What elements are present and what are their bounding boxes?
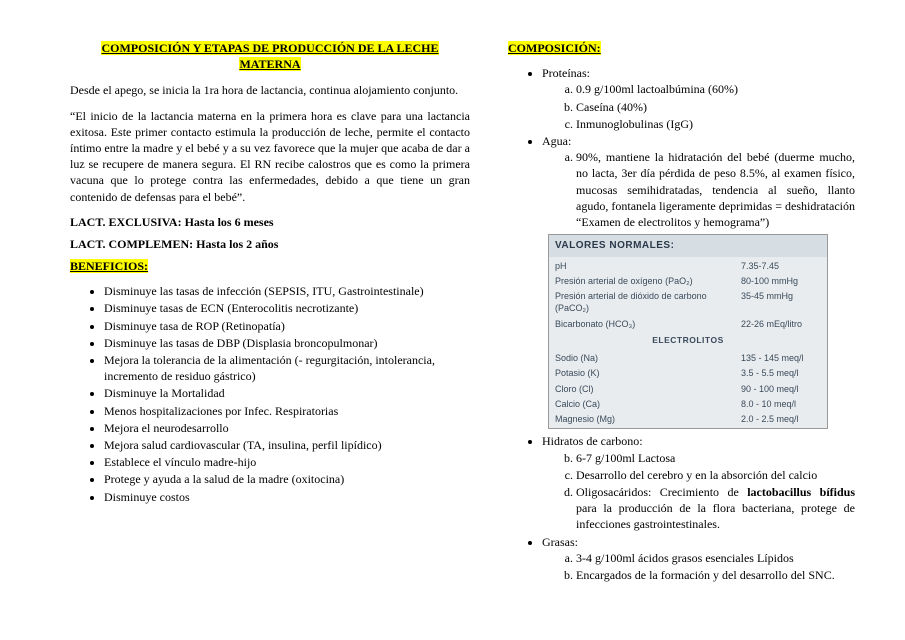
intro-paragraph-2: “El inicio de la lactancia materna en la… bbox=[70, 108, 470, 205]
composicion-list-2: Hidratos de carbono: 6-7 g/100ml Lactosa… bbox=[508, 433, 855, 583]
grasa-item: Encargados de la formación y del desarro… bbox=[576, 567, 855, 583]
agua-label: Agua: bbox=[542, 134, 571, 148]
intro-paragraph-1: Desde el apego, se inicia la 1ra hora de… bbox=[70, 82, 470, 98]
beneficio-item: Establece el vínculo madre-hijo bbox=[104, 454, 470, 470]
valores-value: 8.0 - 10 meq/l bbox=[741, 398, 821, 410]
hidratos-label: Hidratos de carbono: bbox=[542, 434, 643, 448]
valores-row: Potasio (K)3.5 - 5.5 meq/l bbox=[549, 366, 827, 381]
valores-value: 7.35-7.45 bbox=[741, 260, 821, 272]
valores-row: Calcio (Ca)8.0 - 10 meq/l bbox=[549, 396, 827, 411]
composicion-label: COMPOSICIÓN: bbox=[508, 41, 601, 55]
grasas-label: Grasas: bbox=[542, 535, 578, 549]
valores-rows-group-1: pH7.35-7.45Presión arterial de oxígeno (… bbox=[549, 257, 827, 334]
valores-row: Sodio (Na)135 - 145 meq/l bbox=[549, 351, 827, 366]
proteina-item: 0.9 g/100ml lactoalbúmina (60%) bbox=[576, 81, 855, 97]
left-column: COMPOSICIÓN Y ETAPAS DE PRODUCCIÓN DE LA… bbox=[70, 40, 470, 584]
beneficio-item: Disminuye las tasas de DBP (Displasia br… bbox=[104, 335, 470, 351]
main-title: COMPOSICIÓN Y ETAPAS DE PRODUCCIÓN DE LA… bbox=[101, 41, 438, 71]
valores-value: 90 - 100 meq/l bbox=[741, 383, 821, 395]
hidratos-list: 6-7 g/100ml LactosaDesarrollo del cerebr… bbox=[542, 450, 855, 533]
beneficio-item: Disminuye la Mortalidad bbox=[104, 385, 470, 401]
beneficio-item: Mejora la tolerancia de la alimentación … bbox=[104, 352, 470, 384]
beneficios-list: Disminuye las tasas de infección (SEPSIS… bbox=[70, 283, 470, 504]
valores-rows-group-2: Sodio (Na)135 - 145 meq/lPotasio (K)3.5 … bbox=[549, 349, 827, 429]
beneficio-item: Mejora el neurodesarrollo bbox=[104, 420, 470, 436]
valores-row: Bicarbonato (HCO₃)22-26 mEq/litro bbox=[549, 316, 827, 331]
agua-item: Agua: 90%, mantiene la hidratación del b… bbox=[542, 133, 855, 230]
valores-key: Calcio (Ca) bbox=[555, 398, 741, 410]
grasas-item: Grasas: 3-4 g/100ml ácidos grasos esenci… bbox=[542, 534, 855, 584]
beneficio-item: Disminuye costos bbox=[104, 489, 470, 505]
grasas-list: 3-4 g/100ml ácidos grasos esenciales Líp… bbox=[542, 550, 855, 583]
beneficios-heading: BENEFICIOS: bbox=[70, 258, 470, 274]
valores-row: Presión arterial de dióxido de carbono (… bbox=[549, 289, 827, 316]
proteina-item: Caseína (40%) bbox=[576, 99, 855, 115]
lactancia-exclusiva: LACT. EXCLUSIVA: Hasta los 6 meses bbox=[70, 214, 470, 230]
right-column: COMPOSICIÓN: Proteínas: 0.9 g/100ml lact… bbox=[508, 40, 855, 584]
beneficio-item: Disminuye las tasas de infección (SEPSIS… bbox=[104, 283, 470, 299]
proteinas-list: 0.9 g/100ml lactoalbúmina (60%) Caseína (… bbox=[542, 81, 855, 132]
valores-value: 135 - 145 meq/l bbox=[741, 352, 821, 364]
valores-normales-table: VALORES NORMALES: pH7.35-7.45Presión art… bbox=[548, 234, 828, 429]
beneficio-item: Disminuye tasa de ROP (Retinopatía) bbox=[104, 318, 470, 334]
valores-key: Bicarbonato (HCO₃) bbox=[555, 318, 741, 330]
document-columns: COMPOSICIÓN Y ETAPAS DE PRODUCCIÓN DE LA… bbox=[70, 40, 855, 584]
valores-value: 3.5 - 5.5 meq/l bbox=[741, 367, 821, 379]
hidrato-item: 6-7 g/100ml Lactosa bbox=[576, 450, 855, 466]
valores-value: 2.0 - 2.5 meq/l bbox=[741, 413, 821, 425]
beneficio-item: Disminuye tasas de ECN (Enterocolitis ne… bbox=[104, 300, 470, 316]
proteinas-item: Proteínas: 0.9 g/100ml lactoalbúmina (60… bbox=[542, 65, 855, 132]
valores-key: Potasio (K) bbox=[555, 367, 741, 379]
proteinas-label: Proteínas: bbox=[542, 66, 590, 80]
lactancia-complementaria: LACT. COMPLEMEN: Hasta los 2 años bbox=[70, 236, 470, 252]
hidratos-item: Hidratos de carbono: 6-7 g/100ml Lactosa… bbox=[542, 433, 855, 532]
hidrato-item: Desarrollo del cerebro y en la absorción… bbox=[576, 467, 855, 483]
beneficio-item: Menos hospitalizaciones por Infec. Respi… bbox=[104, 403, 470, 419]
valores-header: VALORES NORMALES: bbox=[549, 235, 827, 257]
composicion-list: Proteínas: 0.9 g/100ml lactoalbúmina (60… bbox=[508, 65, 855, 230]
hidrato-item: Oligosacáridos: Crecimiento de lactobaci… bbox=[576, 484, 855, 533]
proteina-item: Inmunoglobulinas (IgG) bbox=[576, 116, 855, 132]
valores-value: 80-100 mmHg bbox=[741, 275, 821, 287]
main-title-block: COMPOSICIÓN Y ETAPAS DE PRODUCCIÓN DE LA… bbox=[70, 40, 470, 72]
valores-key: pH bbox=[555, 260, 741, 272]
valores-key: Presión arterial de oxígeno (PaO₂) bbox=[555, 275, 741, 287]
valores-value: 35-45 mmHg bbox=[741, 290, 821, 314]
agua-list: 90%, mantiene la hidratación del bebé (d… bbox=[542, 149, 855, 230]
beneficio-item: Mejora salud cardiovascular (TA, insulin… bbox=[104, 437, 470, 453]
beneficio-item: Protege y ayuda a la salud de la madre (… bbox=[104, 471, 470, 487]
valores-key: Sodio (Na) bbox=[555, 352, 741, 364]
valores-key: Magnesio (Mg) bbox=[555, 413, 741, 425]
grasa-item: 3-4 g/100ml ácidos grasos esenciales Líp… bbox=[576, 550, 855, 566]
valores-subheader: ELECTROLITOS bbox=[549, 333, 827, 348]
valores-key: Presión arterial de dióxido de carbono (… bbox=[555, 290, 741, 314]
valores-value: 22-26 mEq/litro bbox=[741, 318, 821, 330]
beneficios-label: BENEFICIOS: bbox=[70, 259, 148, 273]
composicion-heading: COMPOSICIÓN: bbox=[508, 40, 855, 56]
valores-row: Cloro (Cl)90 - 100 meq/l bbox=[549, 381, 827, 396]
valores-row: Presión arterial de oxígeno (PaO₂)80-100… bbox=[549, 274, 827, 289]
valores-key: Cloro (Cl) bbox=[555, 383, 741, 395]
valores-row: Magnesio (Mg)2.0 - 2.5 meq/l bbox=[549, 411, 827, 426]
valores-row: pH7.35-7.45 bbox=[549, 259, 827, 274]
agua-text: 90%, mantiene la hidratación del bebé (d… bbox=[576, 149, 855, 230]
